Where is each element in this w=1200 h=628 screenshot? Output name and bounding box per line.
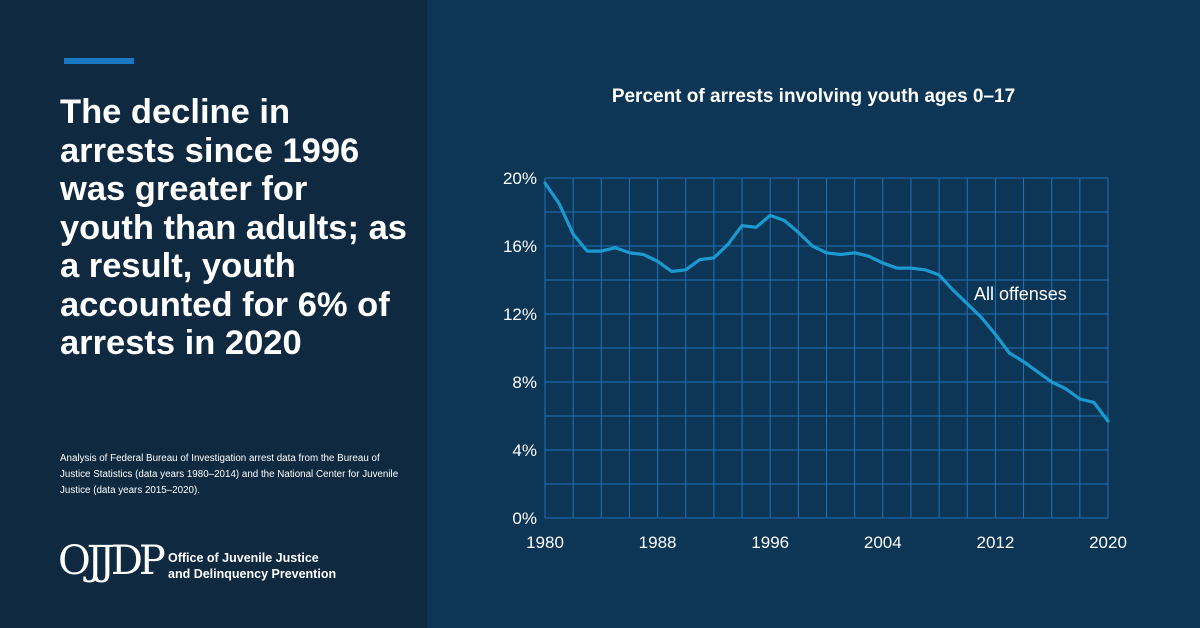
chart-title: Percent of arrests involving youth ages … (611, 86, 1016, 107)
x-tick-label: 2012 (976, 533, 1014, 552)
chart-grid (544, 177, 1109, 519)
series-line-all-offenses (543, 181, 1110, 423)
chart-ticks: 0% 4% 8% 12% 16% 20% 1980 1988 1996 2004 2012 2020 (503, 169, 1127, 552)
x-tick-label: 1980 (526, 533, 564, 552)
logo-mark: OJJDP (58, 538, 166, 584)
left-panel: The decline in arrests since 1996 was gr… (0, 0, 427, 628)
series-label-all-offenses: All offenses (974, 284, 1067, 304)
x-tick-label: 1988 (639, 533, 677, 552)
logo-line-1: Office of Juvenile Justice (168, 551, 319, 565)
y-tick-label: 0% (512, 509, 537, 528)
y-tick-label: 8% (512, 373, 537, 392)
y-tick-label: 12% (503, 305, 537, 324)
y-tick-label: 16% (503, 237, 537, 256)
y-tick-label: 4% (512, 441, 537, 460)
y-tick-label: 20% (503, 169, 537, 188)
ojjdp-logo: OJJDP Office of Juvenile Justice and Del… (58, 530, 348, 592)
x-tick-label: 2020 (1089, 533, 1127, 552)
headline: The decline in arrests since 1996 was gr… (60, 93, 407, 362)
chart-series: All offenses (543, 181, 1110, 423)
logo-text: Office of Juvenile Justice and Delinquen… (168, 550, 336, 582)
logo-line-2: and Delinquency Prevention (168, 567, 337, 581)
source-note: Analysis of Federal Bureau of Investigat… (60, 453, 399, 496)
x-tick-label: 2004 (864, 533, 902, 552)
accent-bar (64, 58, 134, 64)
x-tick-label: 1996 (751, 533, 789, 552)
